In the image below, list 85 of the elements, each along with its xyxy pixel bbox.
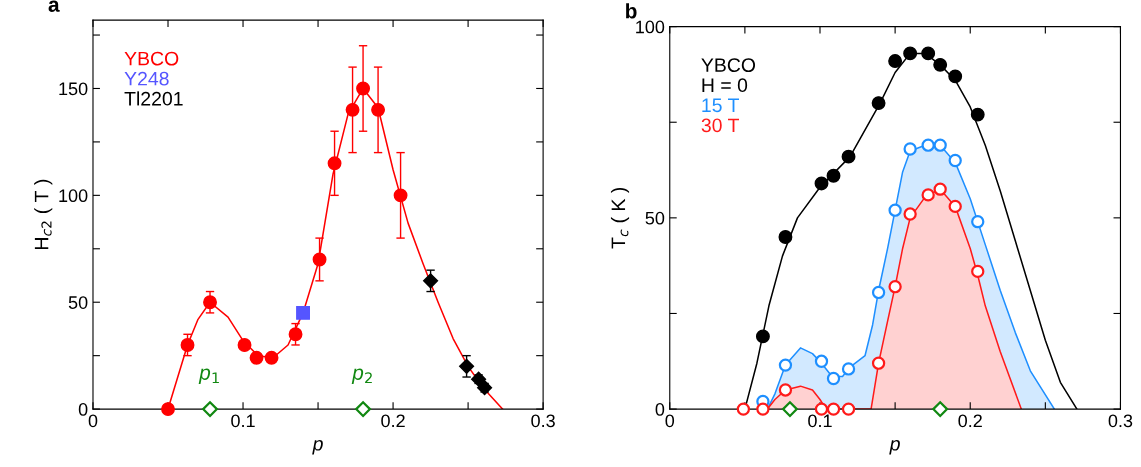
- x-tick-label: 0.3: [531, 414, 555, 428]
- x-tick-label: 0.2: [958, 414, 982, 428]
- x-tick-label: 0.2: [381, 414, 405, 428]
- point: [903, 207, 917, 221]
- point: [423, 273, 439, 289]
- text: YBCO: [124, 51, 179, 66]
- point: [932, 401, 949, 418]
- point: [921, 188, 935, 202]
- y-tick-label: 0: [655, 403, 665, 416]
- annotation: p$_{2}$: [351, 368, 372, 384]
- y-tick-label: 0: [78, 403, 88, 416]
- point: [778, 230, 793, 244]
- x-tick-label: 0.1: [231, 414, 255, 428]
- point: [970, 107, 985, 122]
- point: [345, 102, 360, 117]
- x-tick-label: 0.3: [1108, 414, 1133, 428]
- y-axis-title: H$_{c2}$ ( T ): [34, 179, 53, 249]
- text: Tl2201: [124, 91, 183, 106]
- point: [933, 182, 947, 196]
- point: [296, 305, 310, 320]
- point: [903, 46, 918, 61]
- x-tick-label: 0: [665, 414, 675, 428]
- point: [871, 356, 886, 370]
- point: [971, 215, 985, 229]
- y-axis-title: T$_{c}$ ( K ): [610, 187, 630, 249]
- point: [237, 338, 252, 352]
- point: [393, 188, 408, 203]
- chart-title: b: [626, 3, 637, 19]
- point: [202, 401, 219, 418]
- point: [264, 350, 279, 365]
- point: [288, 327, 303, 342]
- text: 30 T: [701, 118, 739, 133]
- point: [756, 402, 770, 416]
- point: [933, 138, 947, 152]
- chart-title: a: [48, 0, 60, 12]
- point: [841, 149, 856, 164]
- y-tick-label: 50: [68, 296, 88, 309]
- point: [371, 102, 386, 117]
- point: [888, 54, 903, 68]
- point: [921, 138, 935, 152]
- point: [948, 199, 962, 214]
- point: [356, 81, 371, 96]
- point: [841, 402, 856, 416]
- point: [755, 329, 770, 344]
- x-tick-label: 0: [88, 414, 98, 428]
- point: [161, 402, 175, 417]
- point: [921, 46, 936, 61]
- point: [948, 153, 962, 168]
- point: [249, 350, 264, 365]
- annotation: p$_{1}$: [198, 368, 219, 384]
- text: 15 T: [702, 98, 739, 113]
- point: [180, 338, 195, 352]
- point: [826, 402, 841, 416]
- x-tick-label: 0.1: [808, 414, 832, 428]
- point: [327, 156, 342, 171]
- text: Y248: [124, 71, 169, 86]
- point: [826, 371, 841, 386]
- legend-title: YBCO: [701, 58, 756, 73]
- point: [948, 69, 963, 84]
- point: [903, 142, 917, 156]
- point: [355, 401, 372, 418]
- y-tick-label: 50: [645, 211, 665, 225]
- point: [778, 358, 793, 372]
- x-axis-title: p: [312, 439, 323, 455]
- point: [826, 168, 841, 183]
- point: [312, 252, 327, 267]
- y-tick-label: 100: [636, 20, 665, 34]
- point: [871, 96, 886, 111]
- point: [203, 295, 217, 310]
- point: [778, 383, 793, 397]
- point: [971, 264, 985, 279]
- x-axis-title: p: [889, 439, 900, 455]
- point: [933, 57, 948, 72]
- point: [888, 203, 902, 217]
- text: H = 0: [702, 78, 748, 93]
- point: [814, 176, 829, 191]
- point: [736, 402, 751, 416]
- point: [871, 285, 886, 300]
- point: [814, 354, 829, 368]
- point: [841, 362, 856, 376]
- point: [781, 401, 798, 418]
- point: [459, 358, 475, 374]
- y-tick-label: 100: [59, 189, 88, 203]
- point: [888, 280, 902, 294]
- y-tick-label: 150: [59, 82, 88, 96]
